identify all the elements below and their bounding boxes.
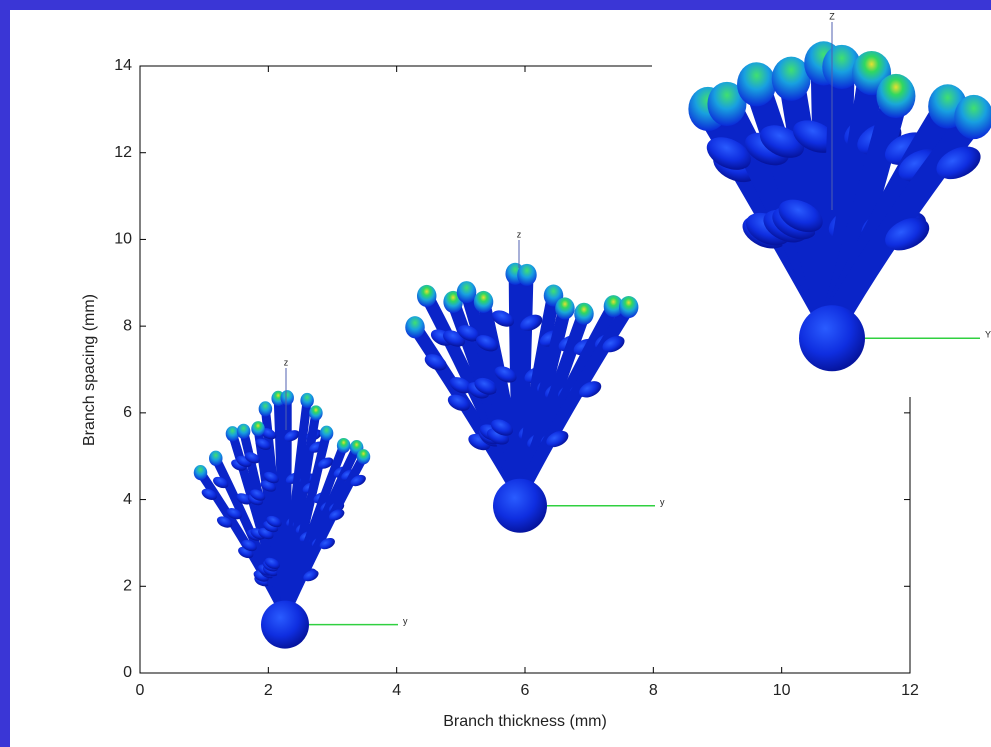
tip bbox=[574, 302, 594, 325]
tip bbox=[193, 464, 208, 481]
side-blob bbox=[266, 515, 282, 528]
x-axis-label: Branch thickness (mm) bbox=[443, 713, 607, 730]
axis-letter: y bbox=[660, 497, 665, 507]
tip bbox=[456, 281, 477, 304]
base bbox=[261, 600, 309, 649]
side-blob bbox=[457, 325, 480, 342]
side-blob bbox=[546, 430, 569, 448]
side-blob bbox=[602, 335, 625, 353]
tip bbox=[555, 297, 575, 320]
side-blob bbox=[792, 120, 838, 153]
side-blob bbox=[759, 125, 805, 158]
x-tick-label: 0 bbox=[136, 682, 145, 699]
side-blob bbox=[350, 474, 366, 487]
x-tick-label: 12 bbox=[901, 682, 919, 699]
side-blob bbox=[490, 419, 513, 436]
side-blob bbox=[494, 366, 517, 383]
side-blob bbox=[520, 314, 543, 331]
side-blob bbox=[264, 557, 280, 570]
tip bbox=[876, 73, 916, 119]
side-blob bbox=[261, 428, 277, 440]
side-blob bbox=[706, 137, 751, 170]
axes: 0 2 4 6 8 10 12 0 2 4 6 8 10 12 14 bbox=[114, 57, 919, 699]
tip bbox=[517, 263, 537, 286]
side-blob bbox=[424, 354, 447, 371]
branch bbox=[280, 452, 368, 620]
coral: zy bbox=[405, 229, 665, 533]
axis-letter: z bbox=[284, 357, 289, 367]
y-tick-label: 4 bbox=[123, 491, 132, 508]
tip bbox=[954, 94, 991, 140]
base bbox=[493, 478, 547, 533]
x-tick-label: 10 bbox=[773, 682, 791, 699]
side-blob bbox=[263, 471, 279, 484]
tip bbox=[356, 449, 371, 465]
axis-letter: y bbox=[403, 616, 408, 626]
tip bbox=[336, 437, 351, 454]
side-blob bbox=[447, 394, 470, 411]
side-blob bbox=[284, 430, 300, 442]
tip bbox=[405, 316, 425, 339]
tip bbox=[707, 81, 747, 127]
side-blob bbox=[236, 493, 252, 505]
y-tick-label: 10 bbox=[114, 231, 132, 248]
x-tick-label: 8 bbox=[649, 682, 658, 699]
y-tick-label: 8 bbox=[123, 317, 132, 334]
y-tick-label: 6 bbox=[123, 404, 132, 421]
y-axis-label: Branch spacing (mm) bbox=[81, 294, 98, 446]
side-blob bbox=[213, 476, 229, 489]
tip bbox=[309, 405, 323, 421]
tip bbox=[236, 423, 251, 439]
y-tick-label: 2 bbox=[123, 578, 132, 595]
axis-letter: Y bbox=[985, 330, 991, 340]
tip bbox=[225, 426, 240, 442]
tip bbox=[319, 425, 334, 441]
tip bbox=[258, 401, 273, 417]
y-tick-label: 0 bbox=[123, 664, 132, 681]
tip bbox=[618, 295, 639, 319]
branch bbox=[513, 300, 636, 502]
tip bbox=[280, 390, 294, 406]
tip bbox=[771, 56, 811, 101]
tip bbox=[473, 290, 494, 313]
side-blob bbox=[255, 438, 271, 450]
side-blob bbox=[303, 569, 319, 582]
side-blob bbox=[318, 457, 334, 469]
tip bbox=[209, 450, 223, 466]
x-tick-label: 6 bbox=[521, 682, 530, 699]
side-blob bbox=[329, 509, 345, 521]
tip bbox=[251, 421, 265, 437]
side-blob bbox=[201, 488, 217, 500]
base bbox=[799, 305, 865, 372]
tip bbox=[603, 295, 624, 318]
tip bbox=[416, 284, 437, 307]
side-blob bbox=[474, 378, 497, 395]
side-blob bbox=[319, 537, 335, 550]
tip bbox=[737, 62, 777, 107]
side-blob bbox=[885, 217, 930, 251]
coral: ZY bbox=[688, 11, 991, 372]
side-blob bbox=[491, 310, 515, 327]
side-blob bbox=[226, 508, 242, 520]
side-blob bbox=[216, 516, 233, 528]
axis-letter: Z bbox=[829, 11, 835, 21]
side-blob bbox=[778, 199, 823, 233]
side-blob bbox=[579, 381, 602, 398]
side-blob bbox=[936, 146, 981, 180]
y-tick-label: 14 bbox=[114, 57, 132, 74]
side-blob bbox=[241, 539, 257, 552]
y-tick-label: 12 bbox=[114, 144, 132, 161]
coral: zy bbox=[193, 357, 408, 649]
axis-letter: z bbox=[517, 229, 522, 239]
side-blob bbox=[475, 335, 499, 352]
tip bbox=[300, 392, 314, 409]
side-blob bbox=[260, 480, 276, 492]
side-blob bbox=[449, 377, 472, 394]
side-blob bbox=[249, 489, 266, 501]
x-tick-label: 2 bbox=[264, 682, 273, 699]
x-tick-label: 4 bbox=[392, 682, 401, 699]
side-blob bbox=[244, 452, 260, 464]
